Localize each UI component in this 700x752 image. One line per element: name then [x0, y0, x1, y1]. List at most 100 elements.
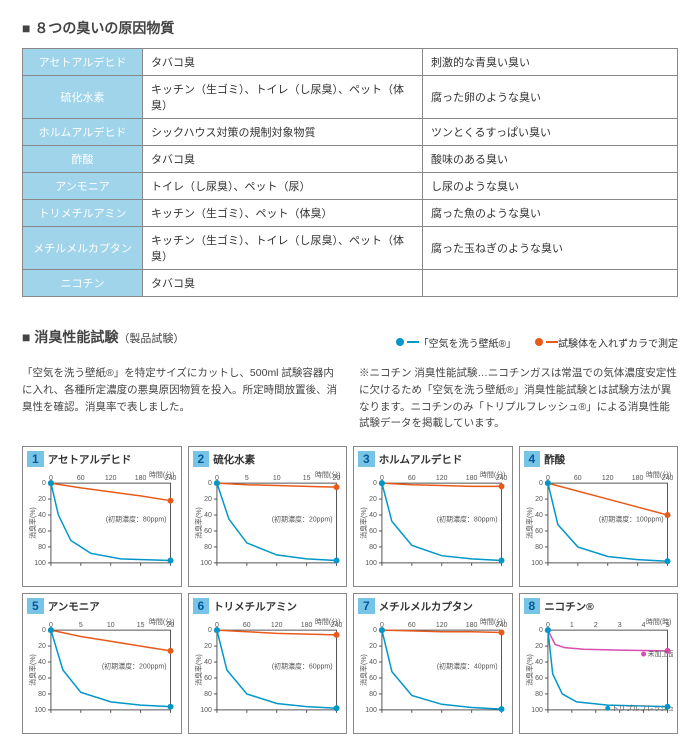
- chart-title: 8ニコチン®: [524, 598, 674, 614]
- svg-text:80: 80: [38, 691, 46, 698]
- svg-text:80: 80: [369, 544, 377, 551]
- svg-text:60: 60: [408, 475, 416, 482]
- svg-text:20: 20: [535, 496, 543, 503]
- substance-name: ホルムアルデヒド: [23, 119, 143, 146]
- table-heading: ８つの臭いの原因物質: [22, 18, 678, 38]
- svg-text:時間(分): 時間(分): [645, 470, 671, 479]
- svg-text:60: 60: [535, 675, 543, 682]
- svg-text:40: 40: [369, 659, 377, 666]
- svg-text:40: 40: [204, 659, 212, 666]
- svg-text:トリプルフレッシュ®: トリプルフレッシュ®: [611, 704, 673, 712]
- svg-text:60: 60: [242, 622, 250, 629]
- substance-source: タバコ臭: [143, 49, 423, 76]
- substance-name: 硫化水素: [23, 76, 143, 119]
- svg-text:100: 100: [200, 707, 212, 714]
- svg-text:100: 100: [34, 560, 46, 567]
- svg-text:40: 40: [38, 512, 46, 519]
- chart-name: アセトアルデヒド: [48, 452, 132, 467]
- substance-desc: [423, 270, 678, 297]
- chart-name: 硫化水素: [213, 452, 255, 467]
- svg-text:20: 20: [204, 643, 212, 650]
- svg-text:時間(時): 時間(時): [645, 618, 671, 626]
- svg-text:0: 0: [539, 627, 543, 634]
- svg-text:100: 100: [365, 560, 377, 567]
- chart-number-badge: 7: [358, 598, 375, 614]
- svg-text:時間(分): 時間(分): [480, 617, 506, 626]
- svg-text:15: 15: [137, 622, 145, 629]
- table-row: アンモニアトイレ（し尿臭）、ペット（尿）し尿のような臭い: [23, 173, 678, 200]
- table-row: 酢酸タバコ臭酸味のある臭い: [23, 146, 678, 173]
- substance-source: キッチン（生ゴミ）、トイレ（し尿臭）、ペット（体臭）: [143, 76, 423, 119]
- chart-name: アンモニア: [48, 599, 100, 614]
- svg-text:0: 0: [208, 480, 212, 487]
- svg-text:60: 60: [408, 622, 416, 629]
- svg-text:80: 80: [204, 544, 212, 551]
- chart-number-badge: 4: [524, 451, 541, 467]
- svg-text:消臭率(%): 消臭率(%): [193, 654, 202, 686]
- substance-name: アンモニア: [23, 173, 143, 200]
- svg-text:60: 60: [535, 528, 543, 535]
- chart-title: 2硫化水素: [193, 451, 343, 467]
- svg-text:0: 0: [373, 627, 377, 634]
- svg-text:消臭率(%): 消臭率(%): [28, 654, 37, 686]
- substance-source: タバコ臭: [143, 270, 423, 297]
- svg-text:180: 180: [631, 475, 643, 482]
- substance-source: タバコ臭: [143, 146, 423, 173]
- svg-text:60: 60: [77, 475, 85, 482]
- svg-text:100: 100: [531, 560, 543, 567]
- svg-text:20: 20: [369, 496, 377, 503]
- para-right: ※ニコチン 消臭性能試験…ニコチンガスは常温での気体濃度安定性に欠けるため「空気…: [359, 365, 678, 432]
- chart-title: 3ホルムアルデヒド: [358, 451, 508, 467]
- chart-number-badge: 3: [358, 451, 375, 467]
- blue-dot: [396, 338, 404, 346]
- svg-text:60: 60: [204, 528, 212, 535]
- svg-text:(初期濃度：80ppm): (初期濃度：80ppm): [106, 515, 167, 524]
- svg-text:20: 20: [38, 643, 46, 650]
- svg-text:未加工品: 未加工品: [647, 649, 673, 658]
- svg-text:15: 15: [302, 475, 310, 482]
- chart-number-badge: 8: [524, 598, 541, 614]
- svg-text:40: 40: [535, 512, 543, 519]
- chart-title: 1 アセトアルデヒド: [27, 451, 177, 467]
- chart-number-badge: 6: [193, 598, 210, 614]
- svg-text:20: 20: [38, 496, 46, 503]
- svg-text:消臭率(%): 消臭率(%): [359, 507, 368, 539]
- svg-text:0: 0: [539, 480, 543, 487]
- svg-text:180: 180: [135, 475, 147, 482]
- svg-text:60: 60: [369, 675, 377, 682]
- substance-name: トリメチルアミン: [23, 200, 143, 227]
- svg-text:100: 100: [34, 707, 46, 714]
- svg-text:120: 120: [436, 622, 448, 629]
- substance-desc: 刺激的な青臭い臭い: [423, 49, 678, 76]
- svg-text:時間(分): 時間(分): [314, 617, 340, 626]
- svg-text:2: 2: [593, 622, 597, 629]
- chart-number-badge: 2: [193, 451, 210, 467]
- svg-text:20: 20: [204, 496, 212, 503]
- svg-text:60: 60: [573, 475, 581, 482]
- substance-name: 酢酸: [23, 146, 143, 173]
- svg-text:80: 80: [369, 691, 377, 698]
- svg-text:20: 20: [535, 643, 543, 650]
- svg-text:(初期濃度：200ppm): (初期濃度：200ppm): [102, 662, 167, 671]
- svg-text:時間(分): 時間(分): [149, 470, 175, 479]
- chart-name: 酢酸: [544, 452, 565, 467]
- chart-number-badge: 1: [27, 451, 44, 467]
- chart-4: 4酢酸020406080100060120180240時間(分)消臭率(%)(初…: [519, 446, 679, 587]
- chart-title: 4酢酸: [524, 451, 674, 467]
- svg-text:(初期濃度：100ppm): (初期濃度：100ppm): [598, 515, 663, 524]
- table-row: トリメチルアミンキッチン（生ゴミ）、ペット（体臭）腐った魚のような臭い: [23, 200, 678, 227]
- table-row: ホルムアルデヒドシックハウス対策の規制対象物質ツンとくるすっぱい臭い: [23, 119, 678, 146]
- svg-text:0: 0: [42, 627, 46, 634]
- chart-title: 5アンモニア: [27, 598, 177, 614]
- chart-title: 7 メチルメルカプタン: [358, 598, 508, 614]
- svg-text:100: 100: [365, 707, 377, 714]
- svg-text:消臭率(%): 消臭率(%): [524, 654, 533, 686]
- substance-desc: し尿のような臭い: [423, 173, 678, 200]
- substance-desc: 腐った魚のような臭い: [423, 200, 678, 227]
- svg-text:100: 100: [200, 560, 212, 567]
- svg-text:0: 0: [208, 627, 212, 634]
- svg-text:120: 120: [436, 475, 448, 482]
- chart-name: メチルメルカプタン: [379, 599, 473, 614]
- substance-name: アセトアルデヒド: [23, 49, 143, 76]
- svg-text:5: 5: [244, 475, 248, 482]
